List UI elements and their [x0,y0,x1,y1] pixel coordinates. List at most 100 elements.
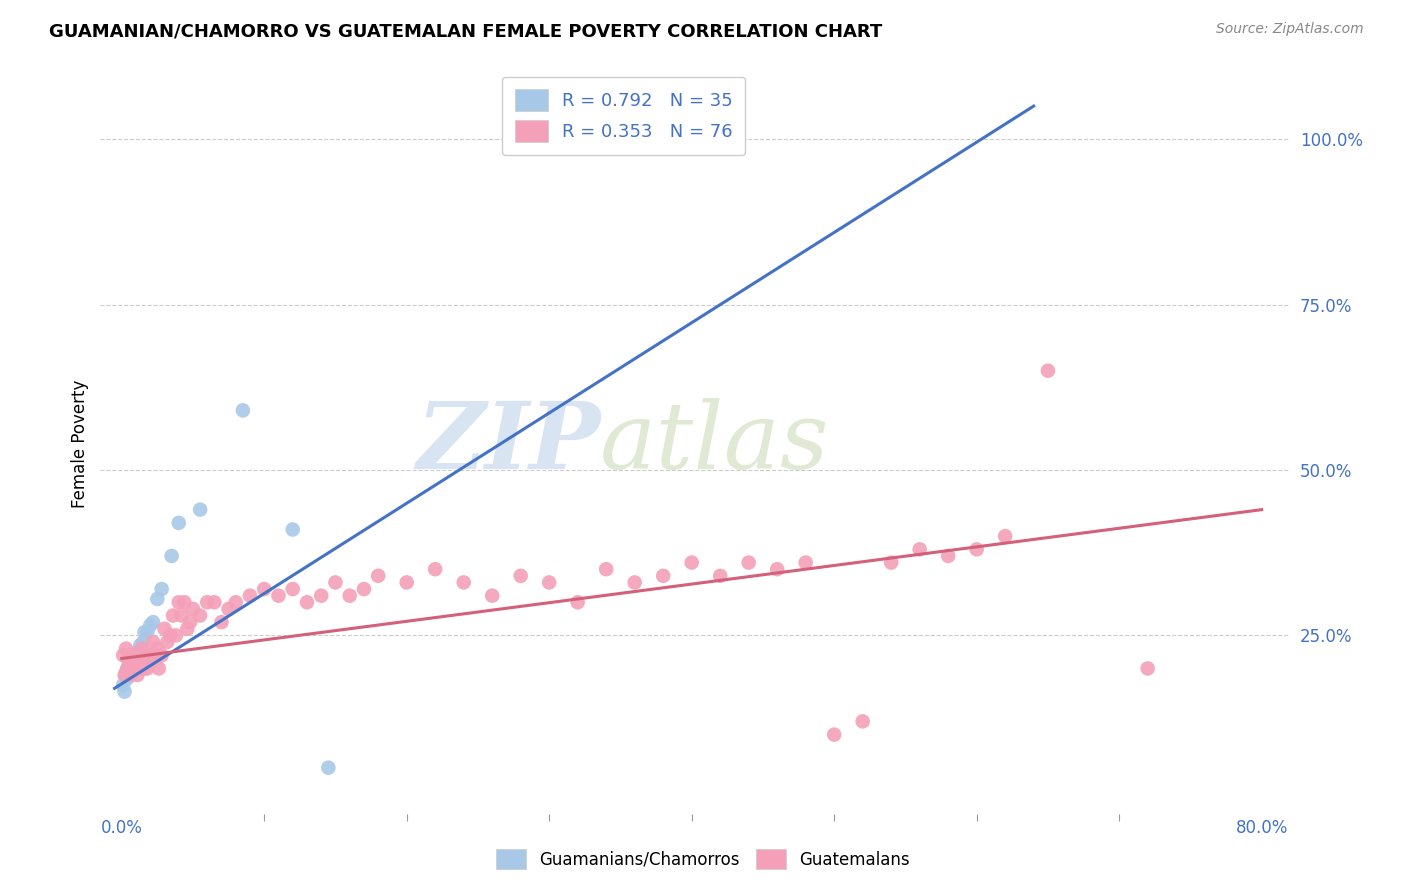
Point [146,591,169,606]
Point [125,655,148,669]
Text: GUAMANIAN/CHAMORRO VS GUATEMALAN FEMALE POVERTY CORRELATION CHART: GUAMANIAN/CHAMORRO VS GUATEMALAN FEMALE … [49,22,883,40]
Point [737,556,759,570]
Point [117,661,139,675]
Point [225,595,247,609]
Point [121,655,143,669]
Text: atlas: atlas [600,399,830,489]
Text: Source: ZipAtlas.com: Source: ZipAtlas.com [1216,22,1364,37]
Point [509,569,531,583]
Point [125,648,148,663]
Point [160,549,183,563]
Point [453,575,475,590]
Point [114,668,136,682]
Point [135,648,157,663]
Point [167,595,190,609]
Point [766,562,789,576]
Point [181,602,204,616]
Point [1136,661,1159,675]
Point [115,665,138,679]
Point [202,595,225,609]
Point [281,523,304,537]
Point [132,635,155,649]
Point [195,595,218,609]
Point [131,641,153,656]
Point [136,625,159,640]
Point [239,589,262,603]
Point [132,655,155,669]
Point [127,668,149,682]
Point [121,651,143,665]
Point [128,645,150,659]
Point [880,556,903,570]
Point [118,655,141,669]
Point [117,671,139,685]
Point [128,648,150,663]
Point [136,661,159,675]
Point [211,615,233,629]
Point [595,562,617,576]
Text: ZIP: ZIP [416,399,600,489]
Point [124,648,146,663]
Point [794,556,817,570]
Legend: R = 0.792   N = 35, R = 0.353   N = 76: R = 0.792 N = 35, R = 0.353 N = 76 [502,77,745,155]
Point [709,569,731,583]
Point [122,661,145,675]
Point [122,661,145,675]
Point [318,761,340,775]
Point [567,595,589,609]
Point [167,516,190,530]
Point [138,648,160,663]
Point [936,549,959,563]
Point [120,668,142,682]
Point [339,589,361,603]
Point [218,602,240,616]
Point [176,622,198,636]
Point [538,575,561,590]
Point [681,556,703,570]
Point [142,635,165,649]
Point [128,648,150,663]
Point [139,655,162,669]
Point [823,728,845,742]
Point [188,608,211,623]
Point [1036,364,1059,378]
Y-axis label: Female Poverty: Female Poverty [72,379,89,508]
Point [367,569,389,583]
Point [353,582,375,596]
Point [118,648,141,663]
Point [129,638,152,652]
Point [114,684,136,698]
Point [170,608,193,623]
Point [165,628,187,642]
Point [994,529,1017,543]
Point [148,661,170,675]
Point [153,622,176,636]
Point [134,625,156,640]
Point [232,403,254,417]
Point [173,595,195,609]
Point [112,648,135,663]
Point [124,651,146,665]
Point [122,648,145,663]
Point [179,615,201,629]
Point [395,575,418,590]
Point [623,575,645,590]
Point [188,502,211,516]
Point [121,655,143,669]
Point [325,575,347,590]
Point [127,645,149,659]
Point [295,595,318,609]
Point [425,562,447,576]
Point [118,665,141,679]
Point [150,648,173,663]
Point [115,668,138,682]
Point [129,661,152,675]
Point [145,648,167,663]
Point [159,628,181,642]
Point [125,651,148,665]
Point [481,589,503,603]
Point [908,542,931,557]
Point [146,641,169,656]
Point [150,582,173,596]
Point [120,668,142,682]
